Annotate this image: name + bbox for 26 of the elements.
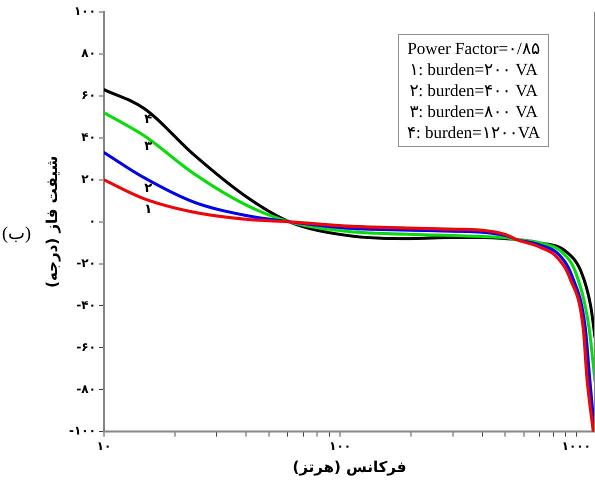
annotation: Power Factor=۰/۸۵ — [407, 38, 540, 59]
y-tick-label: -۱۰۰ — [69, 424, 96, 438]
series-label: ۴ — [144, 112, 152, 127]
y-tick-label: ۶۰ — [81, 88, 96, 102]
y-tick-label: ۲۰ — [81, 172, 96, 186]
y-tick-label: ۰ — [88, 214, 96, 228]
text: (ب) — [2, 222, 31, 244]
y-tick-label: ۱۰۰ — [74, 4, 96, 18]
annotation: ۲: burden=۴۰۰ VA — [408, 80, 539, 101]
y-tick-label: ۴۰ — [81, 130, 96, 144]
series-label: ۱ — [144, 202, 152, 218]
series-label: ۲ — [144, 181, 152, 196]
x-tick-label: ۱۰ — [96, 438, 112, 453]
x-tick-label: ۱۰۰ — [329, 438, 352, 453]
y-tick-label: -۶۰ — [76, 340, 96, 354]
annotation: ۱: burden=۲۰۰ VA — [408, 59, 539, 80]
x-axis-title: فرکانس (هرتز) — [292, 458, 406, 476]
y-axis-title: شیفت فاز (درجه) — [42, 156, 61, 288]
annotation: ۴: burden=۱۲۰۰VA — [407, 122, 540, 143]
y-tick-label: ۸۰ — [81, 46, 96, 60]
series-label: ۳ — [144, 139, 152, 154]
x-tick-label: ۱۰۰۰ — [562, 438, 591, 453]
y-tick-label: -۴۰ — [76, 298, 96, 312]
y-tick-label: -۸۰ — [76, 382, 96, 396]
annotation: ۳: burden=۸۰۰ VA — [408, 101, 539, 122]
y-tick-label: -۲۰ — [76, 256, 96, 270]
